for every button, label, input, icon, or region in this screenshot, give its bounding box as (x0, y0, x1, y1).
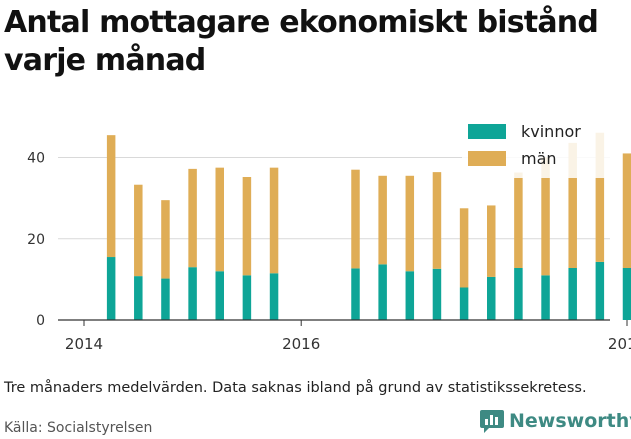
legend-label: kvinnor (521, 122, 581, 141)
y-tick-label: 20 (27, 232, 45, 248)
bar-man (459, 208, 469, 288)
footnote: Tre månaders medelvärden. Data saknas ib… (4, 380, 587, 396)
bar-man (378, 175, 387, 265)
newsworthy-logo[interactable]: Newsworthy (479, 408, 631, 434)
bar-man (595, 132, 605, 262)
y-tick-label: 40 (27, 151, 45, 167)
brand-name: Newsworthy (509, 410, 631, 432)
bar-man (514, 172, 523, 268)
bar-kvinnor (351, 268, 360, 320)
x-tick-label: 2016 (282, 335, 320, 353)
bar-kvinnor (269, 273, 279, 320)
legend-swatch (468, 151, 506, 166)
bar-kvinnor (161, 278, 170, 320)
bar-man (541, 157, 550, 276)
source-note: Källa: Socialstyrelsen (4, 420, 153, 436)
bar-kvinnor (514, 268, 523, 320)
bar-kvinnor (622, 268, 631, 320)
legend-swatch (468, 124, 506, 139)
bar-kvinnor (487, 276, 496, 320)
bar-man (405, 175, 415, 272)
y-tick-label: 0 (36, 313, 45, 329)
bar-man (215, 167, 224, 272)
bar-kvinnor (568, 268, 577, 320)
bar-kvinnor (541, 275, 550, 320)
bar-kvinnor (134, 276, 143, 320)
bar-kvinnor (242, 275, 252, 320)
legend: kvinnor män (462, 118, 610, 178)
bar-man (351, 169, 360, 269)
bar-kvinnor (459, 287, 469, 320)
bar-kvinnor (432, 268, 442, 320)
axes: 0204020142016201920212023 (27, 151, 631, 354)
bar-man (432, 172, 442, 269)
legend-label: män (521, 149, 557, 168)
bar-man (487, 205, 496, 277)
x-tick-label: 2019 (608, 335, 631, 353)
bar-man (568, 142, 577, 268)
bar-kvinnor (106, 257, 116, 320)
bar-man (106, 135, 116, 258)
bar-man (269, 167, 279, 274)
bar-kvinnor (378, 264, 387, 320)
bar-kvinnor (595, 261, 605, 320)
bar-man (134, 184, 143, 277)
bar-kvinnor (215, 271, 224, 320)
chart-title: Antal mottagare ekonomiskt bistånd varje… (4, 5, 599, 78)
x-tick-label: 2014 (65, 335, 103, 353)
bar-man (242, 177, 252, 276)
bar-man (161, 200, 170, 279)
bar-kvinnor (405, 271, 415, 320)
bar-man (622, 153, 631, 268)
chart-bubble-icon (480, 410, 504, 433)
bar-kvinnor (188, 267, 197, 320)
bar-series (106, 132, 631, 320)
bar-man (188, 168, 197, 268)
